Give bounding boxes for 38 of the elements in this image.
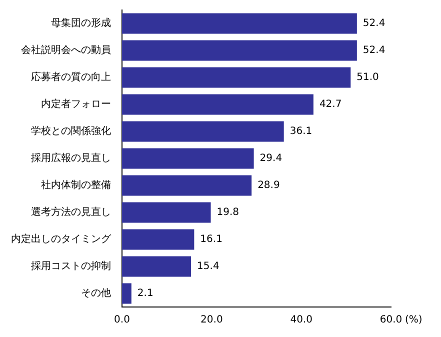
- y-tick-label: 採用コストの抑制: [31, 260, 111, 272]
- bar: [122, 148, 254, 169]
- bar: [122, 40, 357, 61]
- bar: [122, 229, 194, 250]
- x-tick-label: 60.0: [380, 314, 402, 326]
- x-tick-label: 20.0: [200, 314, 223, 326]
- data-label: 29.4: [260, 153, 282, 164]
- y-tick-label: 採用広報の見直し: [31, 152, 111, 164]
- data-label: 36.1: [290, 126, 312, 138]
- data-label: 42.7: [319, 99, 342, 110]
- bar: [122, 283, 132, 304]
- x-axis-title: (%): [405, 314, 422, 326]
- y-tick-label: 内定者フォロー: [41, 98, 111, 110]
- y-tick-label: 社内体制の整備: [41, 179, 111, 192]
- data-label: 19.8: [216, 207, 240, 218]
- y-tick-label: 会社説明会への動員: [21, 44, 111, 56]
- bar: [122, 13, 357, 34]
- bar: [122, 175, 252, 196]
- bar: [122, 121, 284, 142]
- data-label: 52.4: [362, 18, 386, 30]
- y-tick-label: 内定出しのタイミング: [11, 233, 112, 246]
- bar: [122, 202, 211, 223]
- data-label: 28.9: [258, 180, 280, 192]
- y-tick-label: 母集団の形成: [51, 17, 111, 30]
- y-tick-label: 学校との関係強化: [31, 125, 111, 138]
- bar: [122, 94, 314, 115]
- bar: [122, 256, 192, 277]
- y-tick-label: 選考方法の見直し: [31, 206, 111, 218]
- y-tick-label: その他: [81, 287, 111, 300]
- bar: [122, 67, 351, 88]
- x-tick-label: 40.0: [290, 314, 312, 326]
- y-tick-label: 応募者の質の向上: [31, 71, 111, 84]
- data-label: 52.4: [362, 45, 386, 56]
- x-tick-label: 0.0: [114, 314, 130, 326]
- data-label: 51.0: [356, 72, 379, 84]
- data-label: 2.1: [137, 288, 154, 300]
- data-label: 15.4: [197, 261, 220, 272]
- data-label: 16.1: [200, 234, 222, 246]
